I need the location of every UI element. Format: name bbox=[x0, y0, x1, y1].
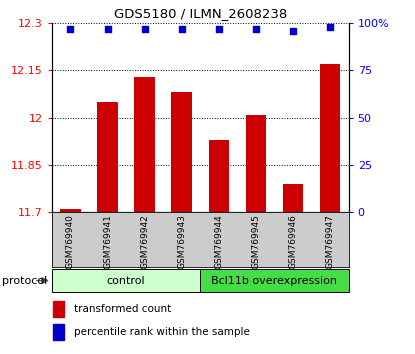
Text: transformed count: transformed count bbox=[74, 304, 171, 314]
Bar bbox=[283, 184, 303, 212]
Point bbox=[327, 24, 333, 30]
Text: GSM769942: GSM769942 bbox=[140, 215, 149, 269]
Text: control: control bbox=[107, 275, 145, 286]
Text: Bcl11b overexpression: Bcl11b overexpression bbox=[211, 275, 337, 286]
Bar bbox=[134, 77, 155, 212]
Text: GSM769944: GSM769944 bbox=[214, 215, 223, 269]
Point bbox=[253, 26, 259, 32]
Point bbox=[290, 28, 296, 33]
Point bbox=[67, 26, 74, 32]
Point bbox=[215, 26, 222, 32]
Bar bbox=[60, 209, 81, 212]
Title: GDS5180 / ILMN_2608238: GDS5180 / ILMN_2608238 bbox=[114, 7, 287, 21]
Bar bbox=[53, 301, 64, 317]
Text: GSM769940: GSM769940 bbox=[66, 215, 75, 269]
Text: GSM769947: GSM769947 bbox=[325, 215, 334, 269]
Text: percentile rank within the sample: percentile rank within the sample bbox=[74, 327, 250, 337]
Bar bbox=[53, 324, 64, 340]
Text: GSM769945: GSM769945 bbox=[251, 215, 260, 269]
Bar bbox=[52, 269, 200, 292]
Text: GSM769941: GSM769941 bbox=[103, 215, 112, 269]
Bar bbox=[320, 64, 340, 212]
Bar bbox=[246, 115, 266, 212]
Point bbox=[141, 26, 148, 32]
Text: protocol: protocol bbox=[2, 275, 48, 286]
Bar bbox=[97, 102, 118, 212]
Text: GSM769946: GSM769946 bbox=[288, 215, 298, 269]
Point bbox=[104, 26, 111, 32]
Bar bbox=[171, 92, 192, 212]
Text: GSM769943: GSM769943 bbox=[177, 215, 186, 269]
Bar bbox=[200, 269, 349, 292]
Point bbox=[178, 26, 185, 32]
Bar bbox=[209, 140, 229, 212]
